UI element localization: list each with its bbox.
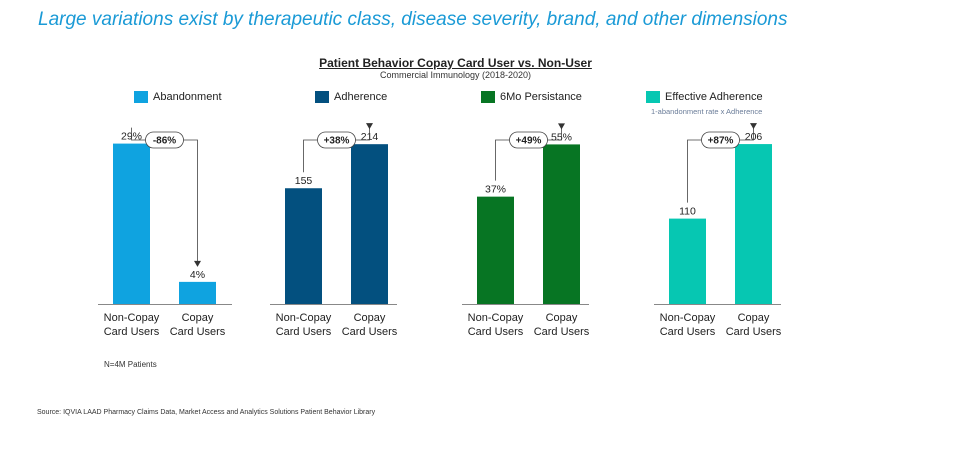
value-label-4-1: 110 bbox=[679, 206, 696, 218]
change-label-2: +38% bbox=[324, 136, 350, 147]
legend-swatch-effective-adherence bbox=[646, 91, 660, 103]
category-label-3-1-line-1: Non-Copay bbox=[468, 312, 524, 324]
legend-swatch-persistance bbox=[481, 91, 495, 103]
connector-arrowhead-3 bbox=[558, 123, 565, 130]
change-label-3: +49% bbox=[516, 136, 542, 147]
legend-item-effective-adherence: Effective Adherence bbox=[646, 90, 763, 104]
chart-title: Patient Behavior Copay Card User vs. Non… bbox=[319, 56, 592, 70]
bar-1-2 bbox=[179, 281, 216, 304]
bar-3-1 bbox=[477, 196, 514, 304]
bar-4-1 bbox=[669, 218, 706, 304]
value-label-2-1: 155 bbox=[295, 175, 313, 187]
connector-right-4 bbox=[739, 124, 754, 141]
legend-label-abandonment: Abandonment bbox=[153, 91, 222, 103]
category-label-1-1-line-1: Non-Copay bbox=[104, 312, 160, 324]
legend-label-persistance: 6Mo Persistance bbox=[500, 91, 582, 103]
legend-swatch-adherence bbox=[315, 91, 329, 103]
connector-right-1 bbox=[183, 139, 198, 262]
legend-item-persistance: 6Mo Persistance bbox=[481, 90, 582, 104]
bar-2-1 bbox=[285, 188, 322, 304]
change-pill-1 bbox=[145, 131, 184, 149]
category-label-2-1-line-1: Non-Copay bbox=[276, 312, 332, 324]
connector-right-3 bbox=[547, 124, 562, 141]
change-pill-3 bbox=[509, 131, 548, 149]
source-note: Source: IQVIA LAAD Pharmacy Claims Data,… bbox=[37, 409, 376, 416]
bar-2-2 bbox=[351, 144, 388, 304]
category-label-2-2-line-2: Card Users bbox=[342, 326, 398, 338]
category-label-3-1-line-2: Card Users bbox=[468, 326, 524, 338]
value-label-3-1: 37% bbox=[485, 184, 506, 196]
value-label-1-2: 4% bbox=[190, 269, 205, 281]
category-label-4-2-line-1: Copay bbox=[738, 312, 770, 324]
category-label-4-2-line-2: Card Users bbox=[726, 326, 782, 338]
legend-item-adherence: Adherence bbox=[315, 90, 387, 104]
connector-left-1 bbox=[131, 127, 146, 141]
connector-right-2 bbox=[355, 124, 370, 141]
footnote: N=4M Patients bbox=[104, 360, 157, 369]
category-label-3-2-line-1: Copay bbox=[546, 312, 578, 324]
headline: Large variations exist by therapeutic cl… bbox=[38, 9, 788, 30]
change-label-1: -86% bbox=[153, 136, 176, 147]
chart-subtitle: Commercial Immunology (2018-2020) bbox=[379, 70, 532, 80]
category-label-1-2-line-1: Copay bbox=[182, 312, 214, 324]
connector-left-3 bbox=[495, 139, 510, 181]
bar-1-1 bbox=[113, 143, 150, 304]
category-label-2-2-line-1: Copay bbox=[354, 312, 386, 324]
change-pill-4 bbox=[701, 131, 740, 149]
legend-item-abandonment: Abandonment bbox=[134, 90, 222, 104]
change-pill-2 bbox=[317, 131, 356, 149]
category-label-4-1-line-1: Non-Copay bbox=[660, 312, 716, 324]
category-label-1-1-line-2: Card Users bbox=[104, 326, 160, 338]
legend-swatch-abandonment bbox=[134, 91, 148, 103]
connector-arrowhead-1 bbox=[194, 260, 201, 267]
category-label-1-2-line-2: Card Users bbox=[170, 326, 226, 338]
legend-label-adherence: Adherence bbox=[334, 91, 388, 103]
category-label-3-2-line-2: Card Users bbox=[534, 326, 590, 338]
connector-left-4 bbox=[687, 139, 702, 203]
category-label-2-1-line-2: Card Users bbox=[276, 326, 332, 338]
connector-arrowhead-2 bbox=[366, 123, 373, 130]
connector-arrowhead-4 bbox=[750, 123, 757, 130]
legend-label-effective-adherence: Effective Adherence bbox=[665, 91, 763, 103]
category-label-4-1-line-2: Card Users bbox=[660, 326, 716, 338]
bar-4-2 bbox=[735, 144, 772, 304]
connector-left-2 bbox=[303, 139, 318, 173]
legend-note: 1-abandonment rate x Adherence bbox=[651, 107, 763, 116]
change-label-4: +87% bbox=[708, 136, 734, 147]
bar-3-2 bbox=[543, 144, 580, 304]
